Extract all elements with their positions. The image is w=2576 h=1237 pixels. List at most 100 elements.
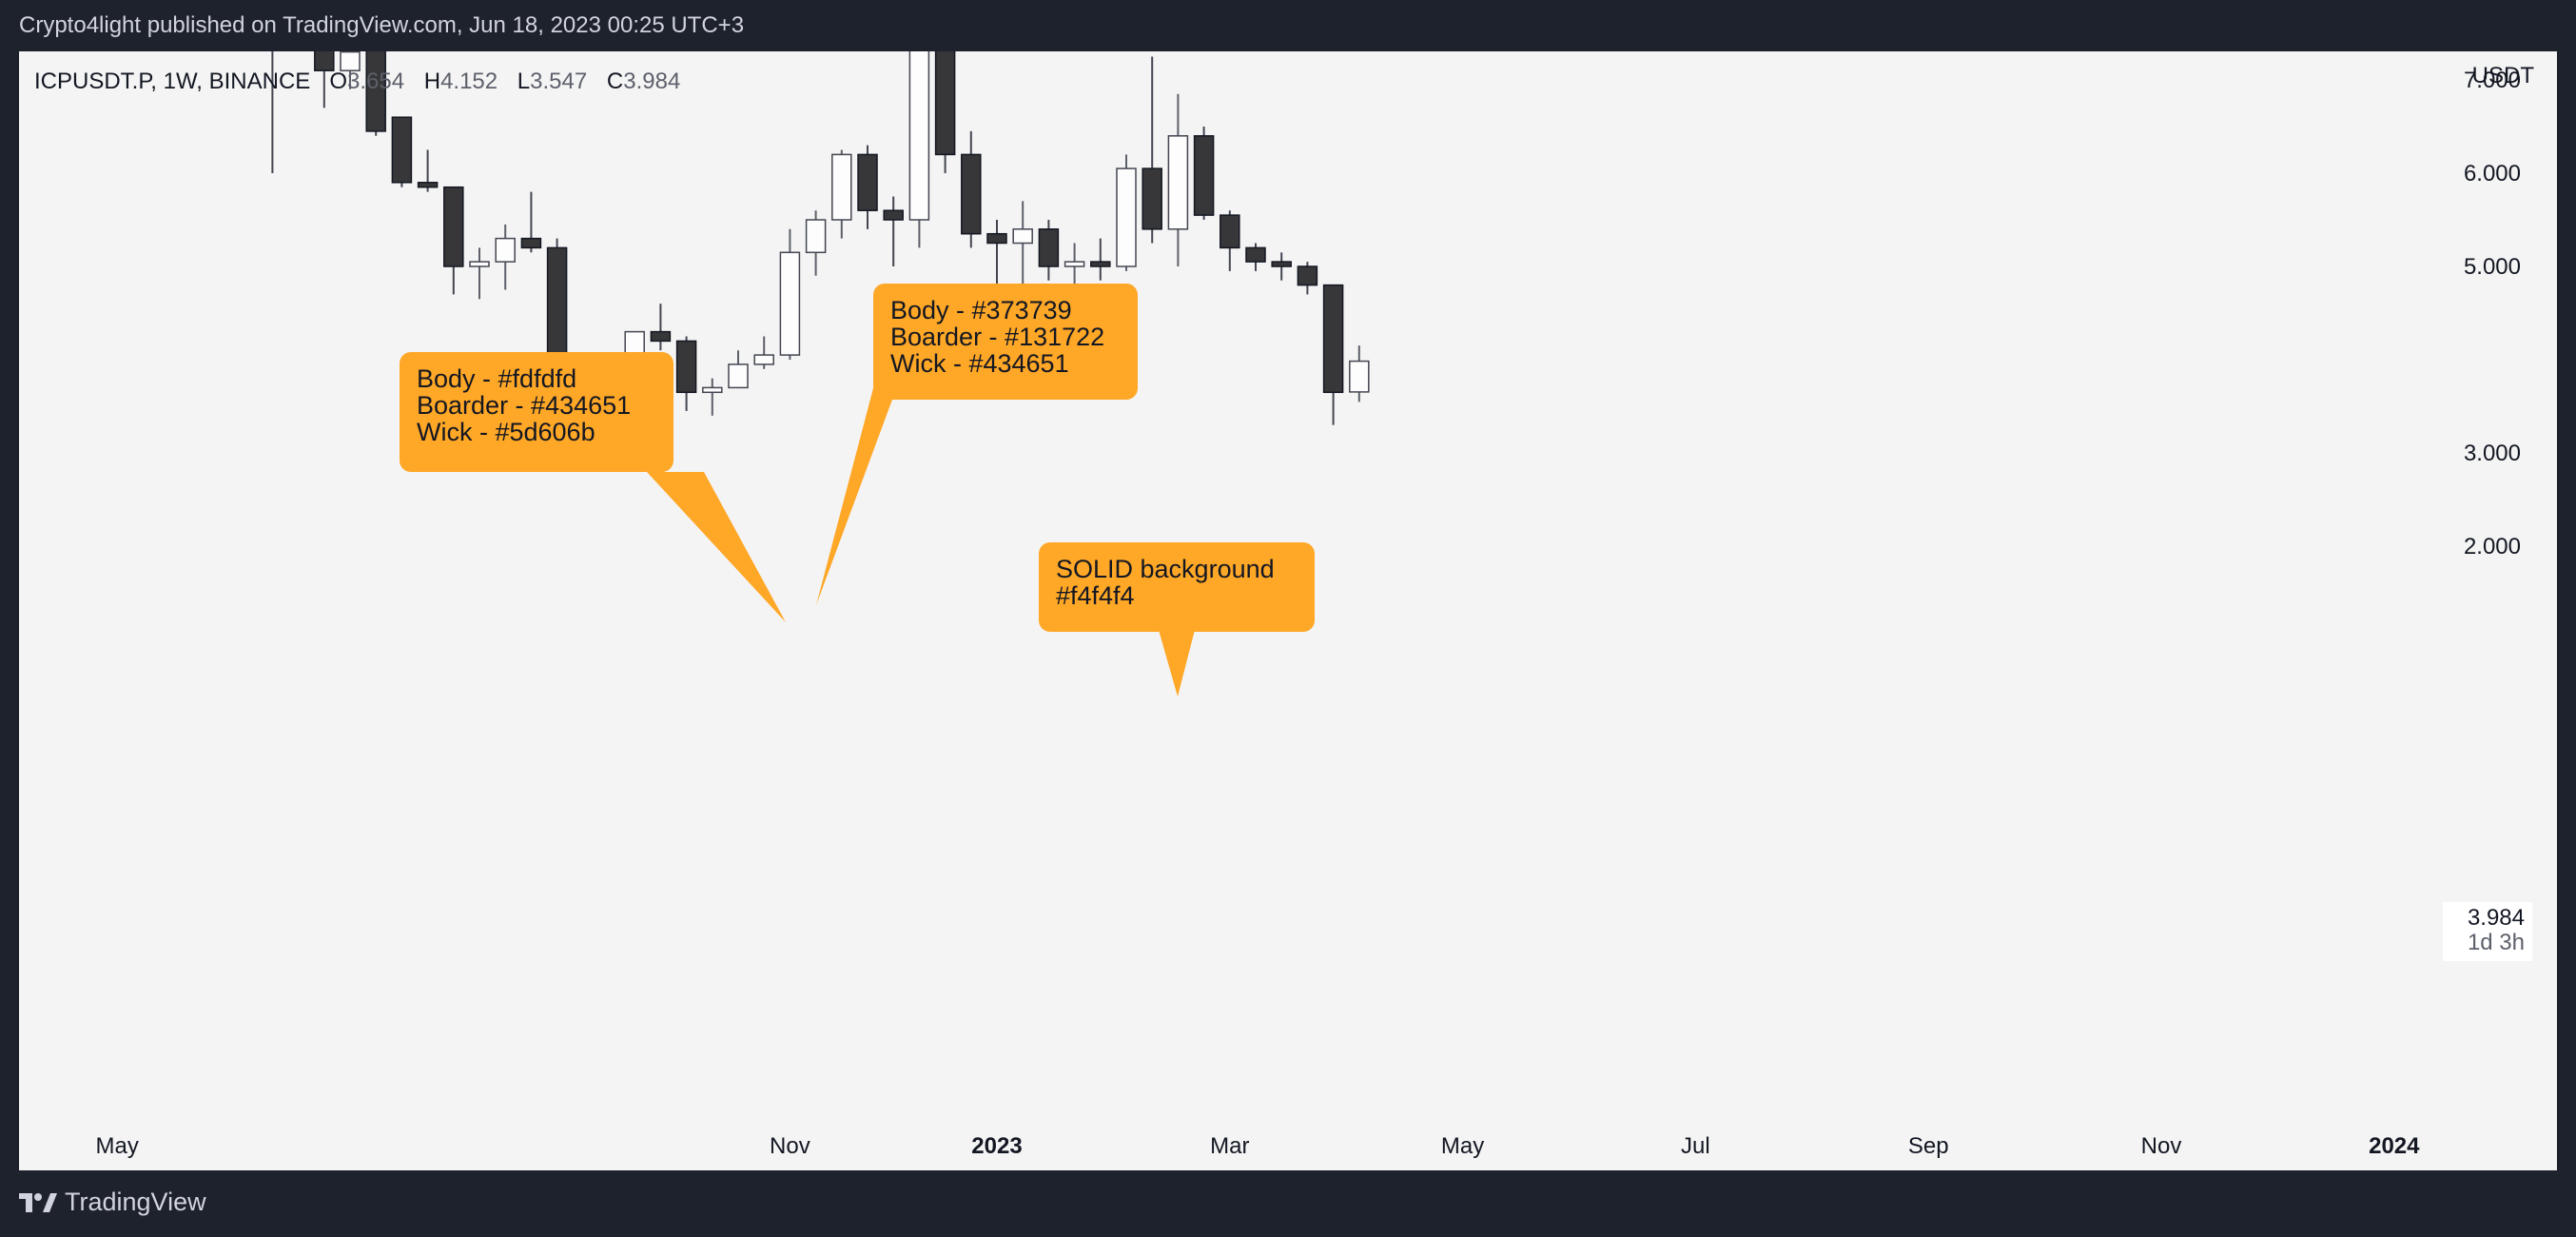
callout-line: Body - #fdfdfd (417, 364, 577, 393)
price-tick-label: 7.000 (2464, 68, 2521, 93)
candle-body (1038, 228, 1060, 267)
price-axis: 12.00011.00010.0009.0008.0007.0006.0005.… (2464, 68, 2521, 560)
candle-down[interactable] (443, 186, 464, 295)
candle-up[interactable] (908, 0, 930, 248)
candle-body (1297, 265, 1318, 286)
candle-down[interactable] (961, 130, 982, 248)
time-tick-label: Sep (1908, 1133, 1949, 1159)
callout-down-candle: Body - #373739 Boarder - #131722 Wick - … (873, 284, 1138, 400)
candle-up[interactable] (702, 378, 723, 416)
candle-down[interactable] (883, 196, 904, 267)
candle-down[interactable] (1193, 127, 1215, 220)
candle-down[interactable] (675, 336, 697, 411)
candle-down[interactable] (417, 149, 439, 192)
candle-body (365, 51, 386, 132)
candle-body (1167, 135, 1189, 230)
candle-up[interactable] (469, 247, 490, 300)
low-label: L (517, 69, 531, 94)
callout-line: Body - #373739 (890, 296, 1072, 324)
callout-pointer-3 (1159, 630, 1195, 697)
candle-body (857, 153, 878, 211)
callout-background: SOLID background #f4f4f4 (1039, 542, 1315, 632)
candle-down[interactable] (1220, 210, 1240, 271)
candle-body (1322, 284, 1344, 394)
price-tick-label: 6.000 (2464, 161, 2521, 187)
candle-up[interactable] (805, 210, 827, 276)
candle-down[interactable] (1297, 262, 1318, 295)
candle-down[interactable] (263, 0, 282, 173)
last-price: 3.984 (2467, 905, 2525, 931)
candle-body (675, 340, 697, 394)
candle-body (986, 232, 1007, 245)
candle-body (883, 209, 904, 221)
candle-body (650, 330, 672, 343)
candle-body (391, 116, 413, 184)
candle-body (417, 182, 439, 188)
candle-body (934, 51, 956, 156)
candle-down[interactable] (391, 116, 413, 187)
price-tick-label: 2.000 (2464, 534, 2521, 560)
candle-body (1245, 246, 1266, 263)
candle-body (1116, 167, 1137, 267)
candles-group (263, 0, 1370, 425)
candle-body (728, 363, 749, 389)
time-tick-label: 2023 (971, 1133, 1022, 1159)
candle-down[interactable] (1322, 284, 1344, 425)
callout-pointer-1 (647, 472, 786, 622)
candle-body (1012, 228, 1033, 245)
time-tick-label: May (96, 1133, 139, 1159)
price-tick-label: 3.000 (2464, 441, 2521, 466)
candle-body (908, 51, 930, 221)
time-axis: MarMayNov2023MarMayJulSepNov2024MarMayJu… (96, 1133, 2421, 1159)
low-value: 3.547 (530, 69, 588, 94)
candle-up[interactable] (831, 149, 852, 239)
close-value: 3.984 (623, 69, 681, 94)
tradingview-brand[interactable]: TradingView (19, 1188, 206, 1217)
candle-body (469, 261, 490, 267)
candle-up[interactable] (495, 224, 516, 290)
candle-down[interactable] (1245, 243, 1266, 271)
published-text: Crypto4light published on TradingView.co… (19, 12, 745, 38)
candle-down[interactable] (1038, 220, 1060, 281)
candle-down[interactable] (1090, 238, 1111, 281)
candle-down[interactable] (934, 33, 956, 173)
candle-up[interactable] (1349, 345, 1370, 403)
time-tick-label: Jul (1681, 1133, 1710, 1159)
callout-line: #f4f4f4 (1056, 581, 1135, 610)
candle-body (805, 219, 827, 254)
tradingview-logo-icon (19, 1192, 57, 1212)
callout-line: Wick - #434651 (890, 349, 1069, 378)
callout-pointer-2 (816, 388, 892, 605)
candle-up[interactable] (779, 228, 801, 360)
candle-up[interactable] (1116, 154, 1137, 271)
candle-down[interactable] (365, 0, 386, 136)
callout-line: SOLID background (1056, 555, 1275, 583)
candle-up[interactable] (728, 350, 749, 389)
currency-label: USDT (2471, 63, 2534, 88)
candle-down[interactable] (1271, 252, 1292, 281)
candle-down[interactable] (1142, 56, 1162, 244)
candle-body (1090, 261, 1111, 267)
open-label: O (329, 69, 347, 94)
candle-body (314, 51, 335, 71)
candle-up[interactable] (1012, 201, 1033, 285)
callout-line: Boarder - #131722 (890, 323, 1105, 351)
published-bar: Crypto4light published on TradingView.co… (0, 0, 2576, 51)
candle-down[interactable] (650, 304, 672, 351)
time-tick-label: Mar (1210, 1133, 1249, 1159)
candle-down[interactable] (520, 191, 542, 253)
candle-down[interactable] (314, 0, 335, 108)
candle-body (1271, 261, 1292, 267)
open-value: 3.654 (346, 69, 405, 94)
time-tick-label: 2024 (2369, 1133, 2420, 1159)
candle-body (443, 186, 464, 267)
candle-up[interactable] (753, 336, 774, 369)
candle-body (702, 386, 723, 394)
callout-up-candle: Body - #fdfdfd Boarder - #434651 Wick - … (400, 352, 673, 472)
candle-body (831, 153, 852, 221)
candle-up[interactable] (1167, 93, 1189, 266)
candle-up[interactable] (340, 0, 361, 89)
time-tick-label: Nov (2141, 1133, 2182, 1159)
candle-down[interactable] (857, 145, 878, 229)
